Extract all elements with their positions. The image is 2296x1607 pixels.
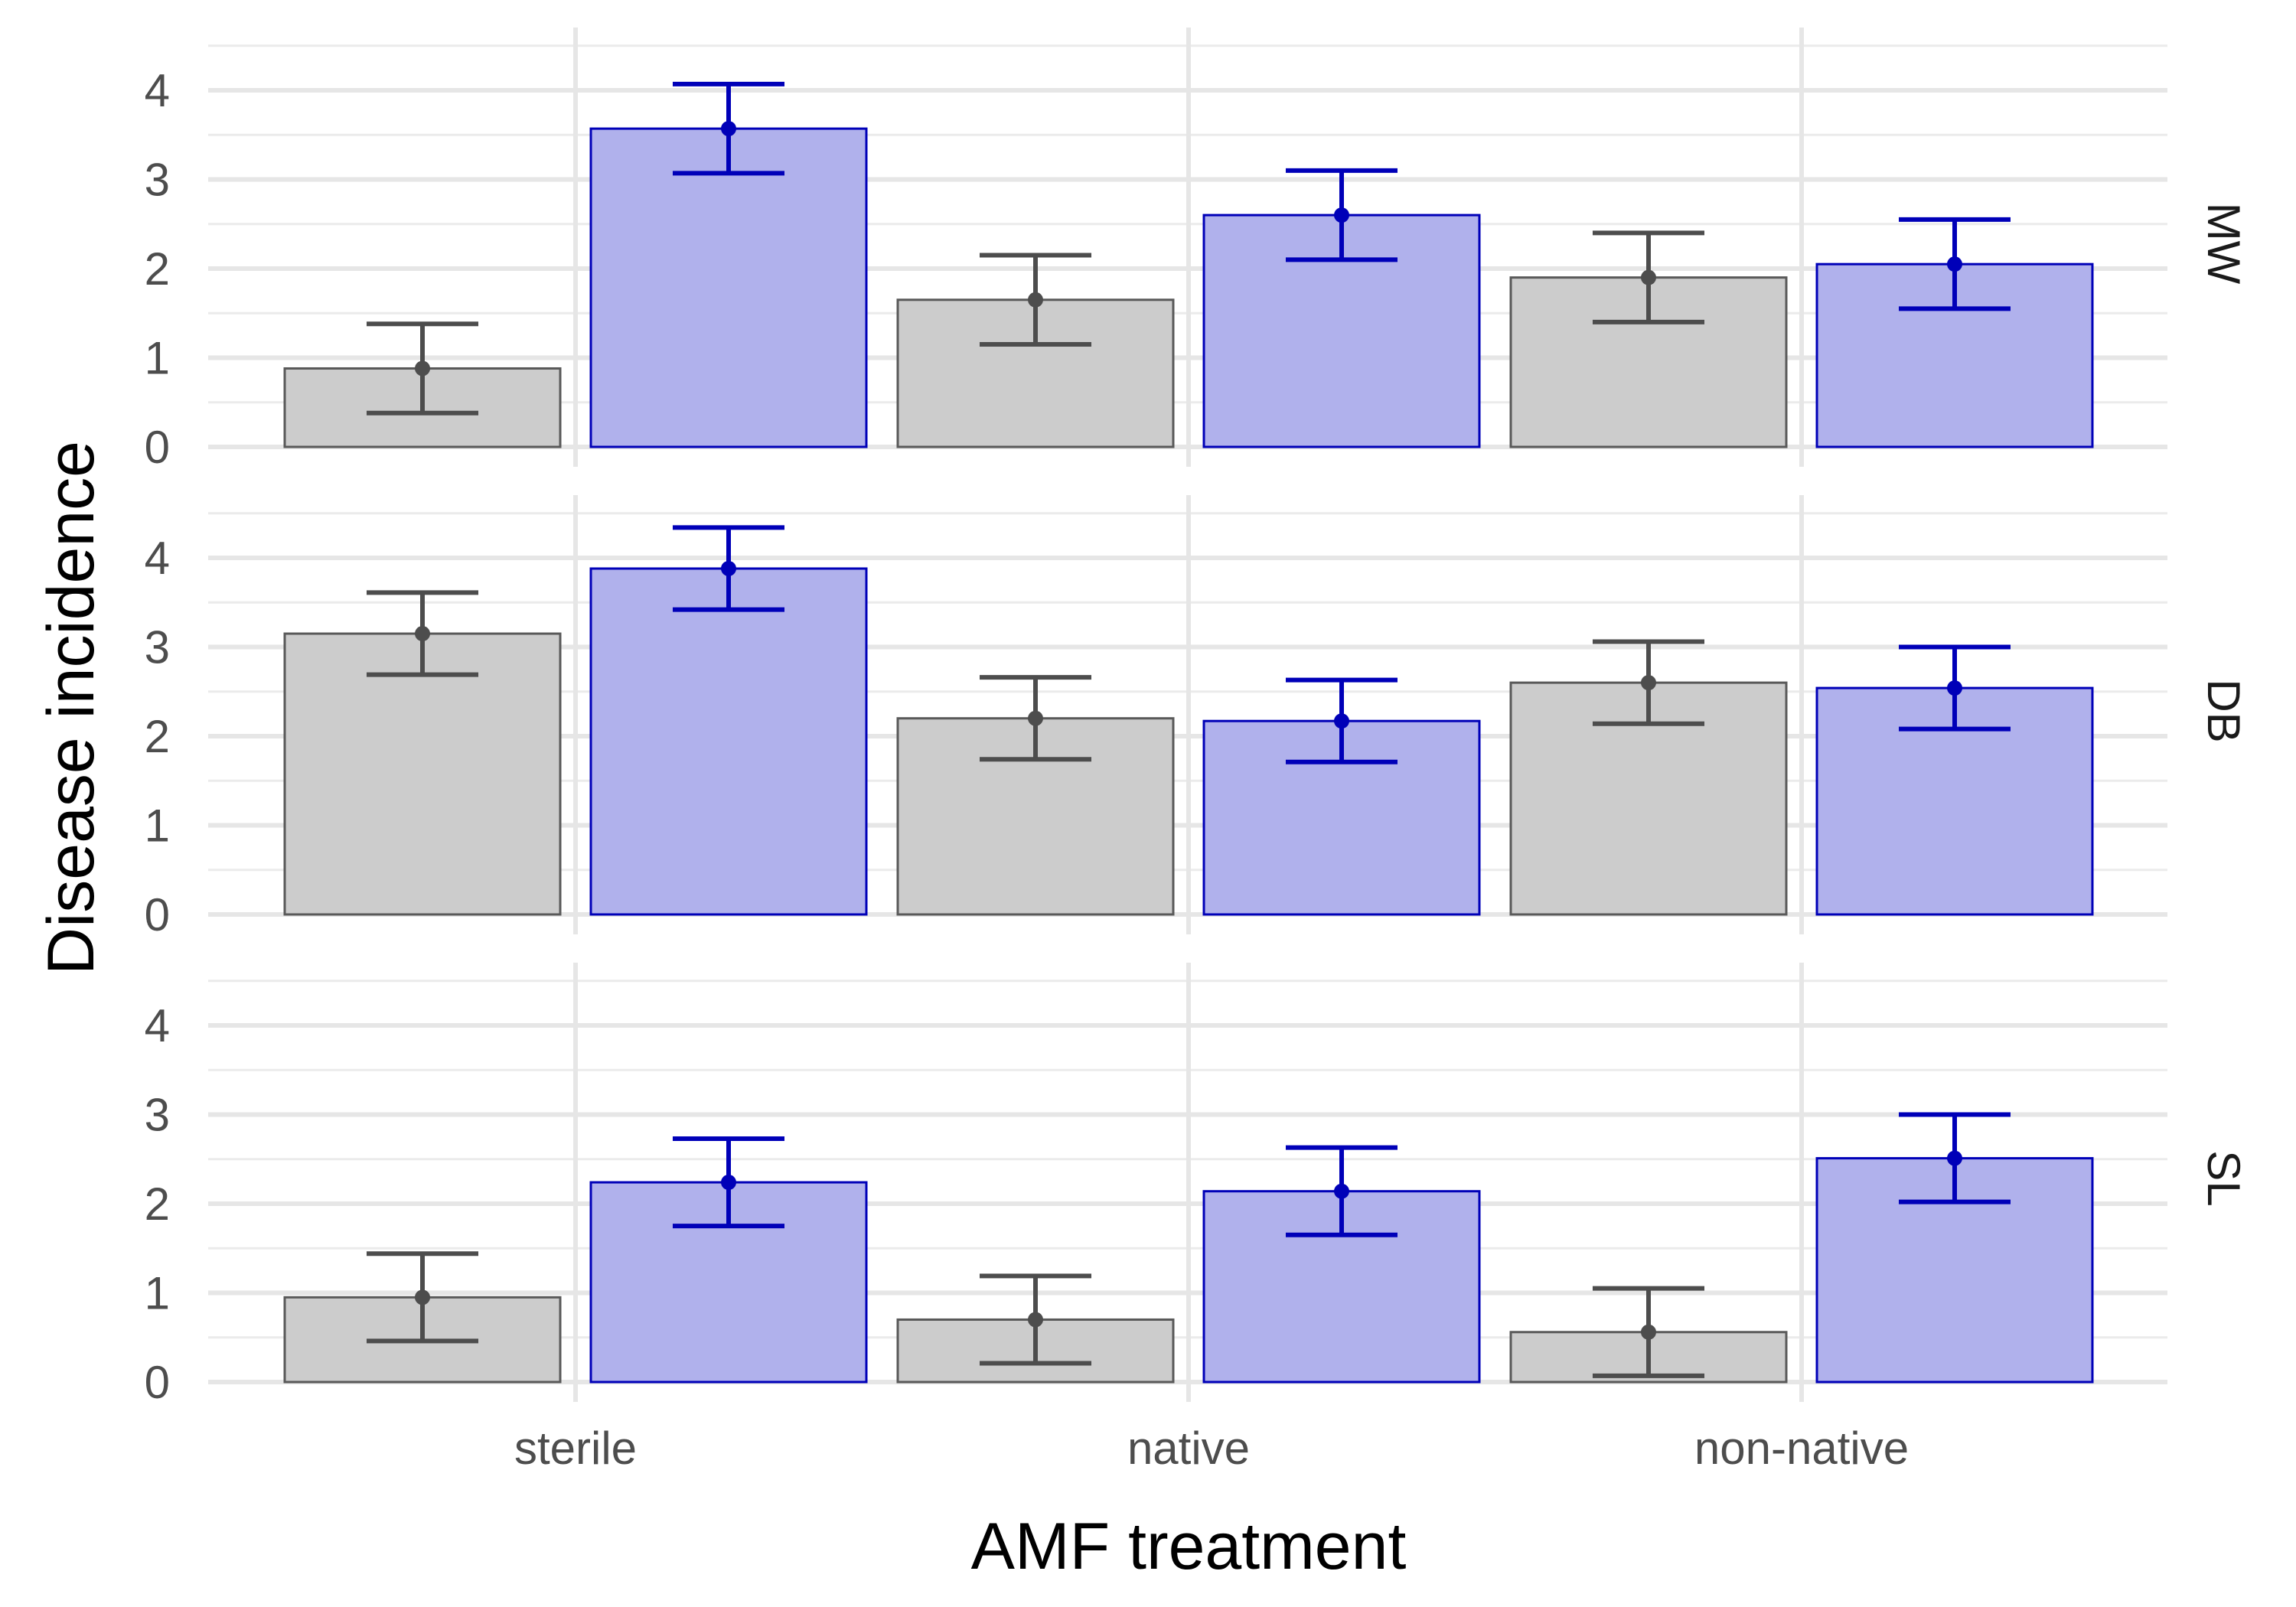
y-tick-label: 3 bbox=[145, 1090, 170, 1141]
y-tick-label: 3 bbox=[145, 622, 170, 673]
mean-point bbox=[415, 626, 430, 642]
y-tick-label: 2 bbox=[145, 711, 170, 762]
panel-strip-label: SL bbox=[2198, 1150, 2249, 1206]
mean-point bbox=[415, 1289, 430, 1305]
y-tick-label: 2 bbox=[145, 1178, 170, 1230]
mean-point bbox=[1947, 1150, 1962, 1166]
y-tick-label: 1 bbox=[145, 1268, 170, 1319]
mean-point bbox=[1334, 207, 1349, 223]
x-tick-label: sterile bbox=[514, 1423, 637, 1474]
panel-strip-label: MW bbox=[2198, 203, 2249, 285]
mean-point bbox=[1641, 269, 1656, 285]
mean-point bbox=[1641, 675, 1656, 691]
bar bbox=[589, 127, 868, 448]
mean-point bbox=[1947, 680, 1962, 696]
mean-point bbox=[1334, 713, 1349, 729]
y-tick-label: 1 bbox=[145, 333, 170, 384]
mean-point bbox=[721, 121, 736, 137]
panel-strip-label: DB bbox=[2198, 679, 2249, 742]
y-tick-label: 3 bbox=[145, 155, 170, 206]
mean-point bbox=[1028, 292, 1043, 308]
y-axis-title: Disease incidence bbox=[34, 441, 108, 975]
bar bbox=[283, 632, 562, 916]
y-tick-label: 1 bbox=[145, 800, 170, 852]
mean-point bbox=[721, 1175, 736, 1191]
mean-point bbox=[1947, 256, 1962, 272]
bar bbox=[589, 567, 868, 916]
y-tick-label: 2 bbox=[145, 243, 170, 295]
mean-point bbox=[1028, 710, 1043, 726]
y-tick-label: 0 bbox=[145, 1357, 170, 1408]
mean-point bbox=[1028, 1312, 1043, 1328]
mean-point bbox=[1641, 1324, 1656, 1340]
y-tick-label: 0 bbox=[145, 889, 170, 940]
mean-point bbox=[721, 560, 736, 576]
mean-point bbox=[415, 360, 430, 376]
mean-point bbox=[1334, 1183, 1349, 1199]
y-tick-label: 0 bbox=[145, 422, 170, 473]
y-tick-label: 4 bbox=[145, 1000, 170, 1051]
label-layer: 0 1 2 3 4 MW 0 1 2 3 4 DB 0 1 2 3 4 SL sterile native non-na… bbox=[145, 65, 2249, 1474]
y-tick-label: 4 bbox=[145, 533, 170, 584]
error-bar-layer bbox=[367, 81, 2011, 1378]
x-tick-label: native bbox=[1127, 1423, 1250, 1474]
x-axis-title: AMF treatment bbox=[971, 1510, 1407, 1583]
x-tick-label: non-native bbox=[1694, 1423, 1909, 1474]
y-tick-label: 4 bbox=[145, 65, 170, 116]
